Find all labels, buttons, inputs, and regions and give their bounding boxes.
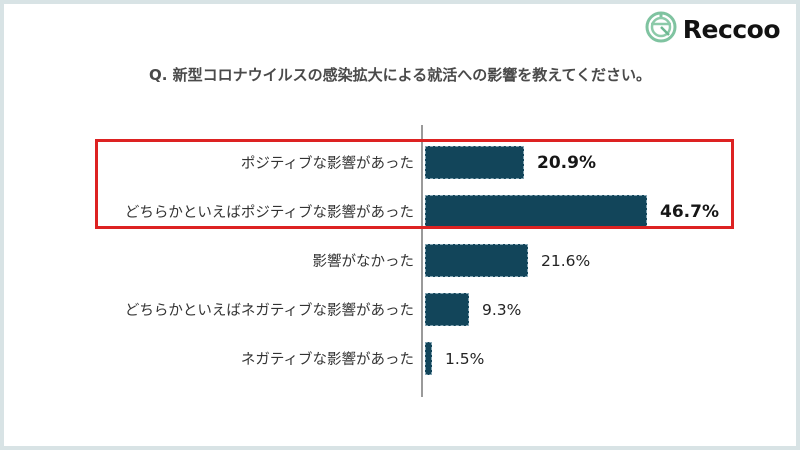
bar-chart: ポジティブな影響があった 20.9% どちらかといえばポジティブな影響があった … bbox=[0, 125, 800, 410]
value-label: 21.6% bbox=[541, 251, 591, 270]
bar bbox=[425, 195, 647, 228]
chart-row: ポジティブな影響があった 20.9% bbox=[0, 138, 800, 187]
bar-area: 20.9% bbox=[422, 138, 800, 187]
value-label: 46.7% bbox=[660, 201, 719, 222]
chart-row: ネガティブな影響があった 1.5% bbox=[0, 334, 800, 383]
category-label: どちらかといえばポジティブな影響があった bbox=[124, 205, 414, 221]
bar bbox=[425, 293, 469, 326]
bar-area: 1.5% bbox=[422, 334, 800, 383]
category-label: どちらかといえばネガティブな影響があった bbox=[124, 303, 414, 319]
logo-text: Reccoo bbox=[682, 14, 781, 44]
value-label: 20.9% bbox=[537, 152, 596, 173]
reccoo-logo: Reccoo bbox=[644, 10, 781, 48]
chart-row: どちらかといえばネガティブな影響があった 9.3% bbox=[0, 285, 800, 334]
chart-row: 影響がなかった 21.6% bbox=[0, 236, 800, 285]
chart-question-title: Q. 新型コロナウイルスの感染拡大による就活への影響を教えてください。 bbox=[148, 66, 652, 84]
category-label: 影響がなかった bbox=[312, 254, 415, 270]
axis-line bbox=[421, 125, 423, 397]
bar-area: 46.7% bbox=[422, 187, 800, 236]
bar-area: 21.6% bbox=[422, 236, 800, 285]
chart-rows: ポジティブな影響があった 20.9% どちらかといえばポジティブな影響があった … bbox=[0, 138, 800, 383]
category-label: ポジティブな影響があった bbox=[240, 156, 414, 172]
bar bbox=[425, 146, 524, 179]
value-label: 1.5% bbox=[445, 349, 485, 368]
bar-area: 9.3% bbox=[422, 285, 800, 334]
category-label: ネガティブな影響があった bbox=[240, 352, 414, 368]
chart-row: どちらかといえばポジティブな影響があった 46.7% bbox=[0, 187, 800, 236]
bar bbox=[425, 342, 432, 375]
reccoo-clock-icon bbox=[644, 10, 678, 48]
value-label: 9.3% bbox=[482, 300, 522, 319]
bar bbox=[425, 244, 528, 277]
